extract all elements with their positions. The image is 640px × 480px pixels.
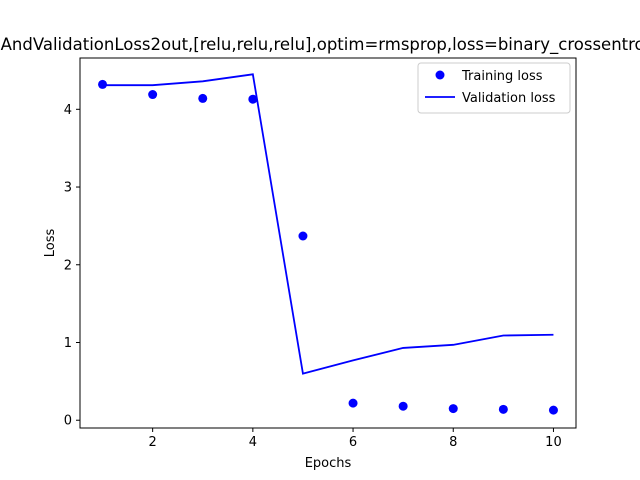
legend-box (417, 62, 571, 114)
plot-frame (79, 57, 577, 429)
plot-area (98, 73, 558, 415)
training-loss-point (248, 94, 258, 104)
training-loss-point (398, 401, 408, 411)
legend: Training loss Validation loss (417, 62, 571, 114)
y-tick-label: 2 (64, 258, 72, 273)
training-loss-point (498, 404, 508, 414)
x-tick-label: 4 (249, 435, 257, 450)
training-loss-point (548, 405, 558, 415)
x-tick-label: 2 (149, 435, 157, 450)
y-tick-label: 0 (64, 414, 72, 429)
legend-label-training: Training loss (461, 69, 543, 84)
x-axis-ticks: 2 4 6 8 10 (149, 428, 562, 450)
x-tick-label: 8 (449, 435, 457, 450)
chart-title: ingAndValidationLoss2out,[relu,relu,relu… (0, 35, 640, 55)
y-tick-label: 4 (64, 103, 72, 118)
training-loss-point (448, 404, 458, 414)
training-loss-point (298, 231, 308, 241)
y-tick-label: 1 (64, 336, 72, 351)
training-loss-point (148, 90, 158, 100)
training-loss-point (198, 93, 208, 103)
training-loss-point (348, 398, 358, 408)
validation-loss-line (102, 73, 554, 375)
x-tick-label: 6 (349, 435, 357, 450)
x-tick-label: 10 (545, 435, 562, 450)
y-tick-label: 3 (64, 181, 72, 196)
legend-marker-training (435, 70, 445, 80)
y-axis-ticks: 0 1 2 3 4 (64, 103, 80, 429)
y-axis-label: Loss (43, 229, 58, 258)
legend-label-validation: Validation loss (462, 91, 556, 106)
x-axis-label: Epochs (305, 456, 352, 471)
